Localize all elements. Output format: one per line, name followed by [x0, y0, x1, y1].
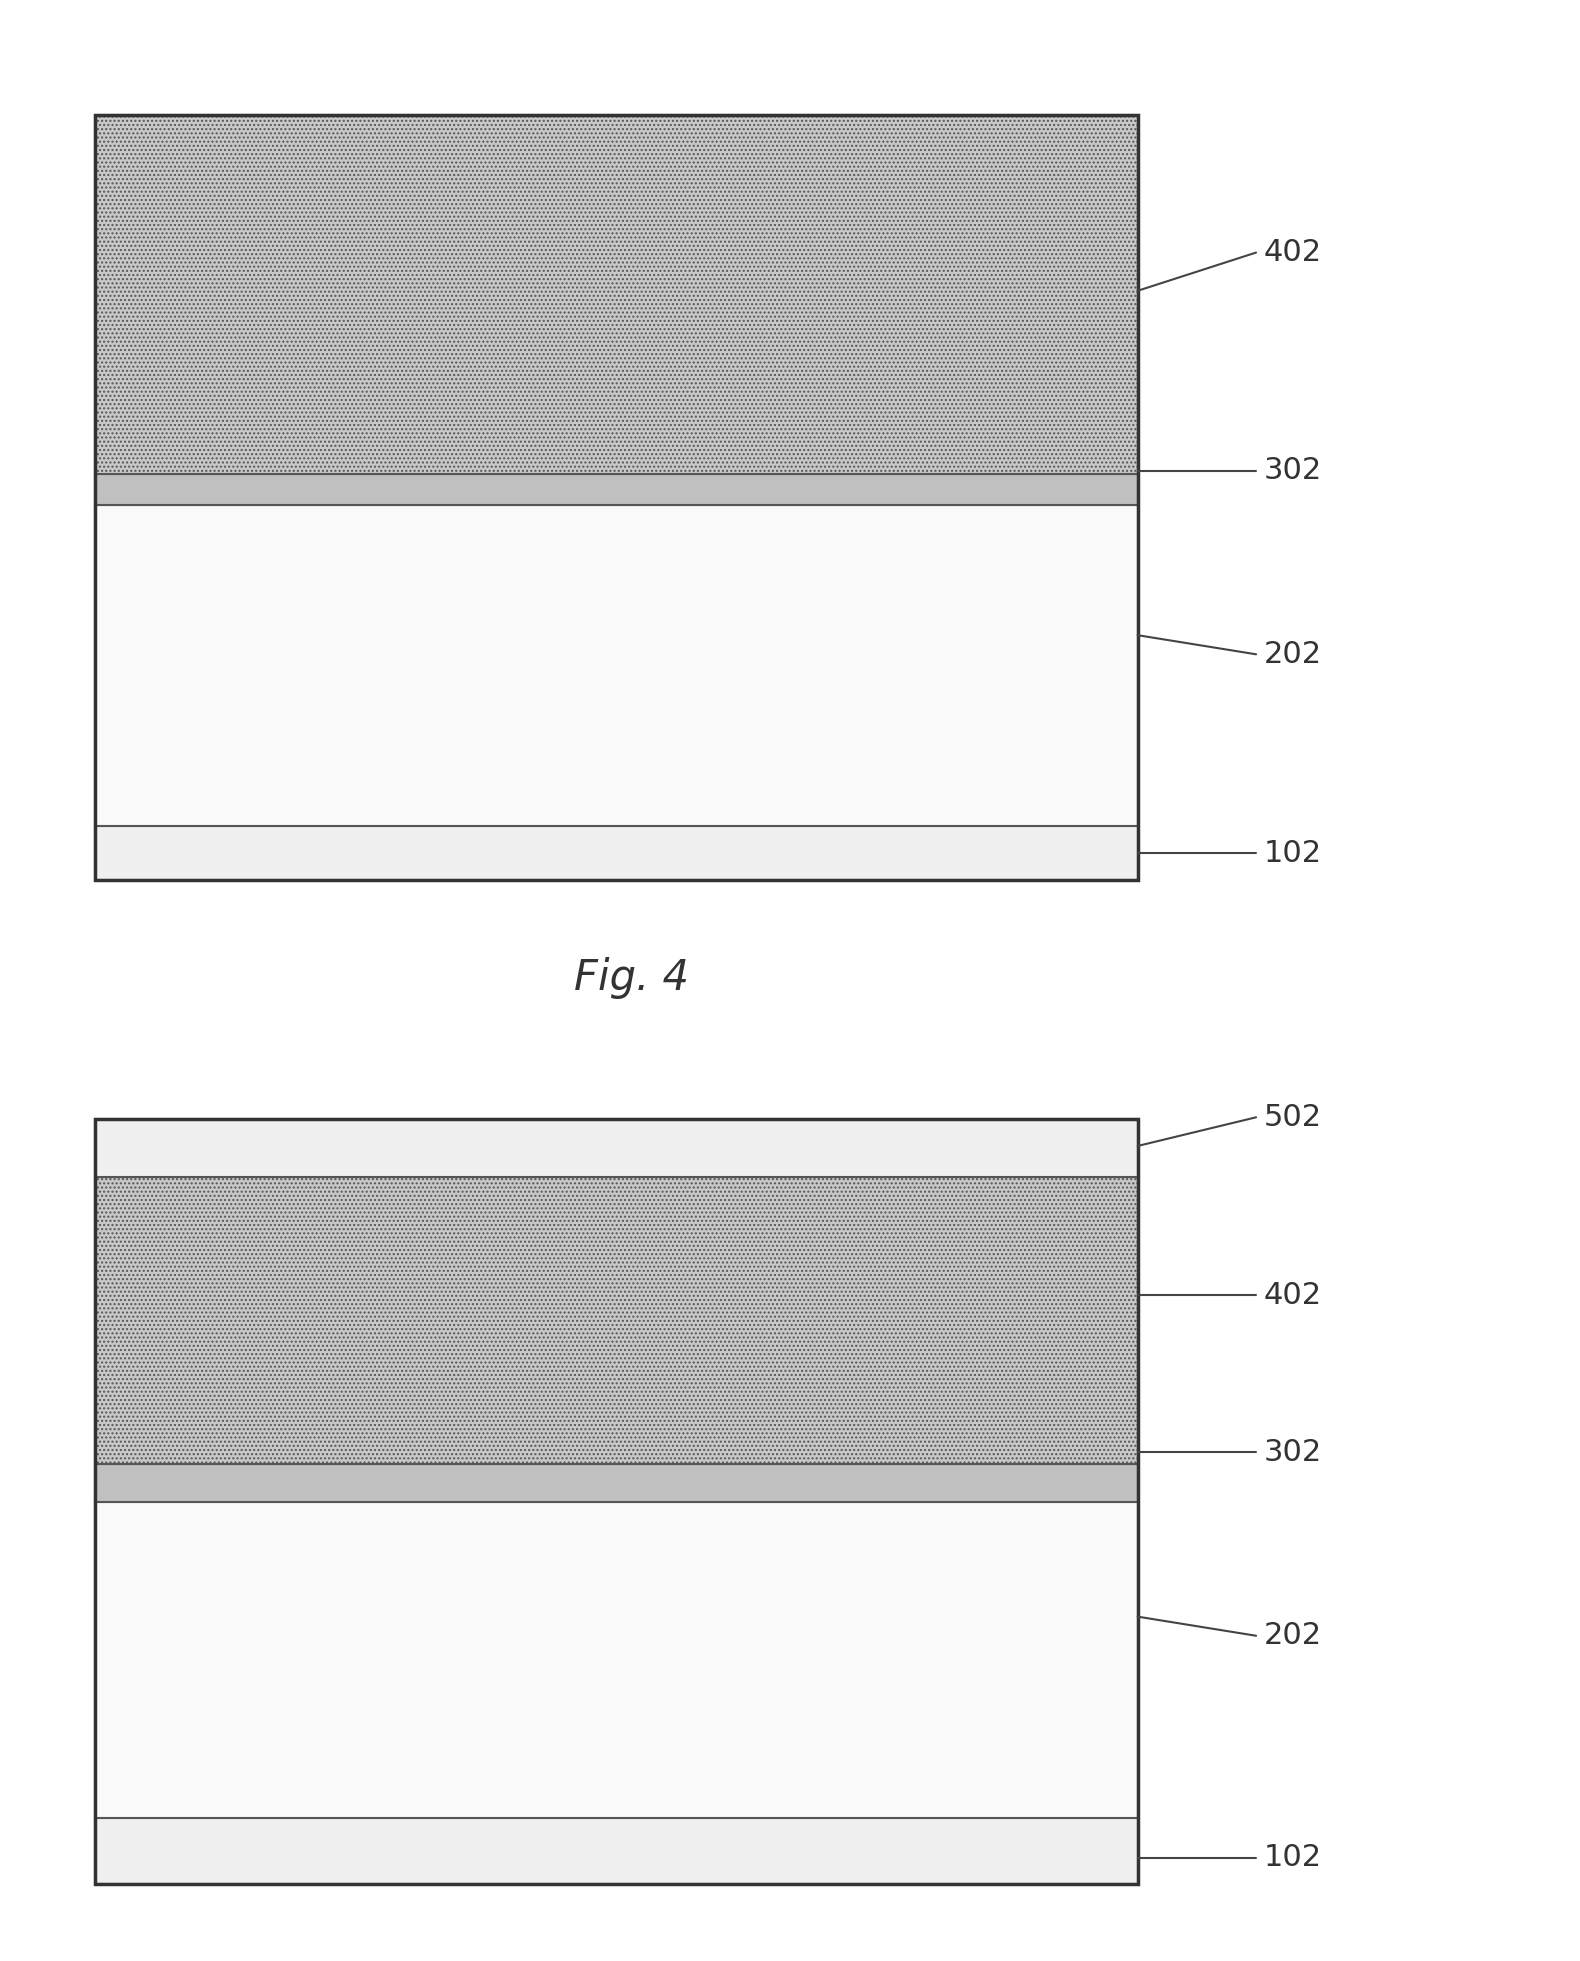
Text: 502: 502 — [1264, 1102, 1322, 1131]
Bar — [95, 1818, 1138, 1885]
Text: 402: 402 — [1264, 1281, 1322, 1310]
Bar — [95, 116, 1138, 880]
Bar — [95, 506, 1138, 826]
Text: 102: 102 — [1264, 839, 1322, 869]
Bar — [95, 1120, 1138, 1177]
Text: 202: 202 — [1264, 1622, 1322, 1651]
Text: 202: 202 — [1264, 639, 1322, 669]
Bar — [95, 1463, 1138, 1502]
Bar — [95, 1177, 1138, 1463]
Bar — [95, 475, 1138, 506]
Bar — [95, 1502, 1138, 1818]
Text: Fig. 4: Fig. 4 — [575, 957, 689, 998]
Text: 302: 302 — [1264, 1437, 1322, 1467]
Bar — [95, 116, 1138, 475]
Text: 102: 102 — [1264, 1843, 1322, 1873]
Text: 302: 302 — [1264, 457, 1322, 484]
Text: 402: 402 — [1264, 237, 1322, 267]
Bar — [95, 826, 1138, 880]
Bar — [95, 1120, 1138, 1885]
